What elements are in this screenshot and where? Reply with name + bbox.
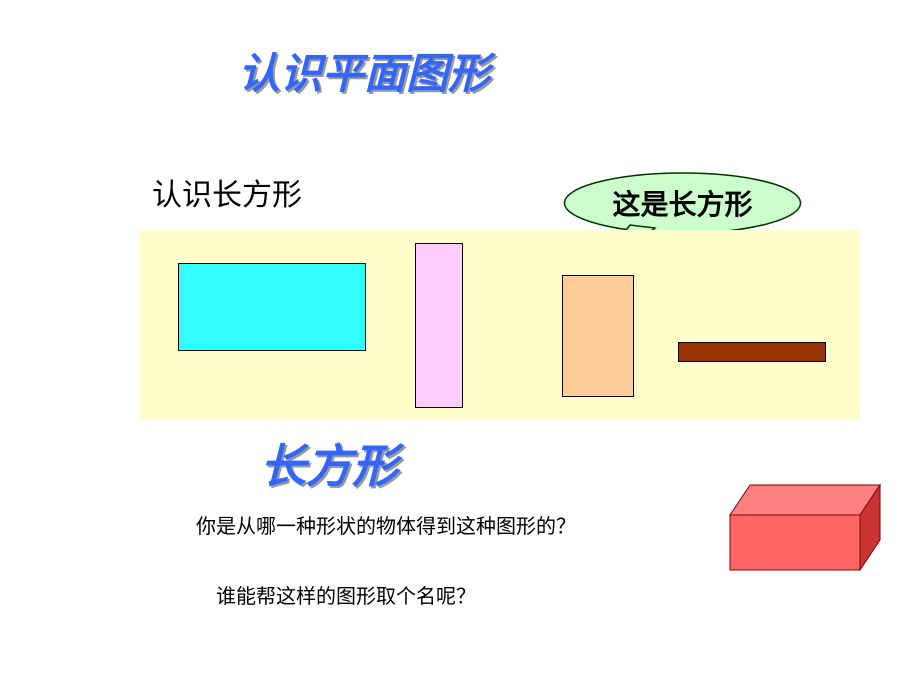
question-1: 你是从哪一种形状的物体得到这种图形的？ xyxy=(196,510,576,539)
callout-text: 这是长方形 xyxy=(612,183,752,223)
rectangle-shape-4 xyxy=(678,342,826,362)
section-subtitle-text: 认识长方形 xyxy=(152,179,302,212)
shape-name-label: 长方形 xyxy=(260,430,398,496)
cuboid-icon xyxy=(720,475,890,585)
rectangle-shape-1 xyxy=(178,263,366,351)
question-2-text: 谁能帮这样的图形取个名呢？ xyxy=(216,586,476,608)
rectangle-shape-3 xyxy=(562,275,634,397)
page-title-text: 认识平面图形 xyxy=(238,52,490,98)
shape-name-text: 长方形 xyxy=(260,441,398,492)
question-2: 谁能帮这样的图形取个名呢？ xyxy=(216,580,476,609)
question-1-text: 你是从哪一种形状的物体得到这种图形的？ xyxy=(196,516,576,538)
rectangle-shape-2 xyxy=(415,243,463,408)
section-subtitle: 认识长方形 xyxy=(152,170,302,214)
page-title: 认识平面图形 xyxy=(238,40,490,101)
